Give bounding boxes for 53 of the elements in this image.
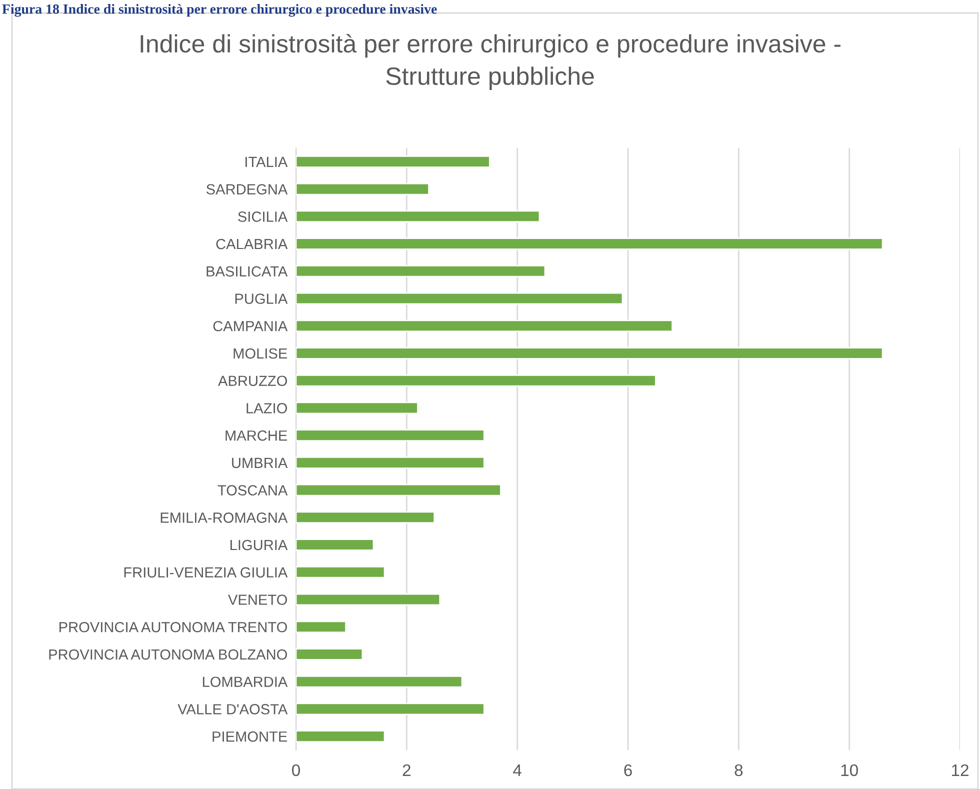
y-tick-label: ABRUZZO: [218, 376, 287, 386]
y-tick-label: MOLISE: [234, 348, 288, 359]
bar: [296, 374, 656, 387]
x-tick-label: 4: [513, 764, 522, 776]
y-tick-label: TOSCANA: [218, 485, 288, 496]
y-tick-label: MARCHE: [226, 430, 288, 441]
y-tick-label: ITALIA: [246, 156, 288, 167]
y-tick-label: PIEMONTE: [212, 731, 288, 742]
x-tick-label: 12: [952, 764, 968, 776]
y-tick-label: VENETO: [228, 594, 287, 605]
bar: [296, 730, 386, 742]
y-tick-label: EMILIA-ROMAGNA: [160, 512, 288, 523]
x-tick-label: 8: [734, 764, 743, 776]
bar: [296, 402, 418, 414]
bar: [296, 702, 485, 716]
bar: [296, 210, 540, 223]
bar: [296, 320, 673, 332]
y-tick-label: UMBRIA: [232, 458, 288, 468]
x-tick-label: 0: [292, 764, 300, 776]
bar: [296, 238, 884, 250]
bar: [296, 675, 463, 688]
y-tick-label: SARDEGNA: [206, 184, 288, 194]
y-tick-label: PROVINCIA AUTONOMA TRENTO: [60, 622, 287, 632]
bar: [296, 292, 624, 305]
y-tick-label: LOMBARDIA: [202, 676, 288, 688]
bar: [296, 156, 490, 168]
bar: [296, 538, 374, 551]
y-tick-label: LAZIO: [246, 403, 287, 414]
y-tick-label: PUGLIA: [235, 294, 288, 304]
bar: [296, 429, 485, 442]
y-tick-label: LIGURIA: [230, 540, 288, 550]
bar: [296, 264, 546, 278]
bar: [296, 648, 364, 660]
y-tick-label: SICILIA: [238, 212, 288, 222]
y-tick-label: CAMPANIA: [213, 320, 288, 332]
bar: [296, 484, 502, 496]
x-tick-label: 10: [841, 764, 858, 776]
bar: [296, 620, 346, 634]
y-tick-label: BASILICATA: [206, 266, 288, 277]
bar: [296, 511, 436, 524]
bar: [296, 347, 884, 360]
x-tick-label: 2: [402, 764, 410, 776]
bar: [296, 566, 386, 578]
bar: [296, 182, 430, 196]
y-tick-label: FRIULI-VENEZIA GIULIA: [124, 567, 288, 578]
bar: [296, 456, 485, 469]
bar: [296, 593, 441, 606]
x-tick-label: 6: [624, 764, 632, 776]
y-tick-label: VALLE D'AOSTA: [178, 704, 288, 714]
text: Figura 18 Indice di sinistrosità per errore chirurgico e procedure invasive: [2, 4, 437, 17]
y-tick-label: CALABRIA: [216, 238, 288, 250]
chart-title: Indice di sinistrosità per errore chirurgico e procedure invasive - Strutture pubbliche: [140, 34, 840, 90]
y-tick-label: PROVINCIA AUTONOMA BOLZANO: [49, 649, 287, 660]
